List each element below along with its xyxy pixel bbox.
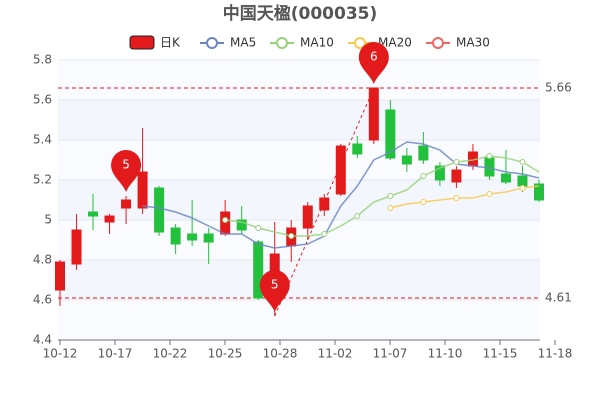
x-tick-label: 11-07 [373, 347, 408, 361]
ma-point [519, 159, 526, 165]
candle-body [319, 197, 330, 211]
candle-body [517, 175, 528, 187]
legend-swatch [129, 35, 155, 50]
candle-body [335, 145, 346, 195]
ma-point [486, 153, 493, 159]
marker-label: 5 [271, 278, 279, 292]
candle-body [236, 219, 247, 231]
legend-swatch [432, 37, 444, 49]
legend-label: 日K [160, 36, 181, 50]
candle-body [368, 87, 379, 141]
x-tick-label: 10-25 [208, 347, 243, 361]
x-tick-label: 10-17 [98, 347, 133, 361]
reference-label: 4.61 [545, 291, 572, 305]
candle-body [385, 109, 396, 159]
candle-body [154, 187, 165, 233]
marker-pin [358, 42, 389, 84]
legend-label: MA10 [300, 36, 334, 50]
legend-label: MA5 [230, 36, 256, 50]
ma-point [321, 231, 328, 237]
chart-title: 中国天楹(000035) [223, 3, 378, 24]
plot-band [58, 100, 540, 140]
legend-label: MA20 [378, 36, 412, 50]
ma-point [387, 205, 394, 211]
candle-body [104, 215, 115, 223]
candle-body [203, 233, 214, 243]
ma-line [142, 141, 540, 249]
ma-point [453, 195, 460, 201]
x-tick-label: 11-18 [538, 347, 573, 361]
y-tick-label: 5.2 [33, 173, 52, 187]
candle-body [187, 233, 198, 241]
ma-point [486, 191, 493, 197]
ma-point [453, 159, 460, 165]
candle-body [302, 205, 313, 229]
plot-band [58, 300, 540, 340]
candle-body [534, 183, 544, 201]
y-tick-label: 4.8 [33, 253, 52, 267]
ma-point [420, 199, 427, 205]
plot-band [58, 60, 540, 100]
candle-body [500, 173, 511, 183]
candle-body [71, 229, 82, 265]
y-tick-label: 5 [44, 213, 52, 227]
x-tick-label: 11-10 [428, 347, 463, 361]
y-tick-label: 5.6 [33, 93, 52, 107]
legend-swatch [276, 37, 288, 49]
y-tick-label: 4.6 [33, 293, 52, 307]
ma-point [255, 225, 262, 231]
y-tick-label: 4.4 [33, 333, 52, 347]
x-tick-label: 10-22 [153, 347, 188, 361]
marker-label: 5 [122, 158, 130, 172]
marker-pin [259, 270, 290, 312]
ma-point [288, 233, 295, 239]
x-tick-label: 10-28 [263, 347, 298, 361]
x-tick-label: 11-15 [483, 347, 518, 361]
ma-point [519, 185, 526, 191]
candle-body [88, 211, 99, 217]
reference-label: 5.66 [545, 81, 572, 95]
x-tick-label: 10-12 [43, 347, 78, 361]
y-tick-label: 5.8 [33, 53, 52, 67]
ma-point [420, 173, 427, 179]
candle-body [137, 171, 148, 209]
ma-point [387, 193, 394, 199]
candle-body [352, 143, 363, 155]
plot-band [58, 220, 540, 260]
candle-body [253, 241, 264, 299]
candle-body [121, 199, 132, 209]
ma-point [354, 213, 361, 219]
marker-pin [111, 150, 142, 192]
ma-line [390, 185, 540, 209]
legend-swatch [354, 37, 366, 49]
x-tick-label: 11-02 [318, 347, 353, 361]
plot-band [58, 260, 540, 300]
candle-body [451, 169, 462, 183]
candle-body [170, 227, 181, 245]
candle-body [418, 145, 429, 161]
legend-label: MA30 [456, 36, 490, 50]
marker-label: 6 [370, 50, 378, 64]
candle-body [55, 261, 65, 291]
y-tick-label: 5.4 [33, 133, 52, 147]
legend-swatch [206, 37, 218, 49]
candle-body [434, 165, 445, 181]
ma-point [222, 217, 229, 223]
candle-body [401, 155, 412, 165]
legend: 日K MA5 MA10 MA20 MA30 [129, 35, 490, 50]
